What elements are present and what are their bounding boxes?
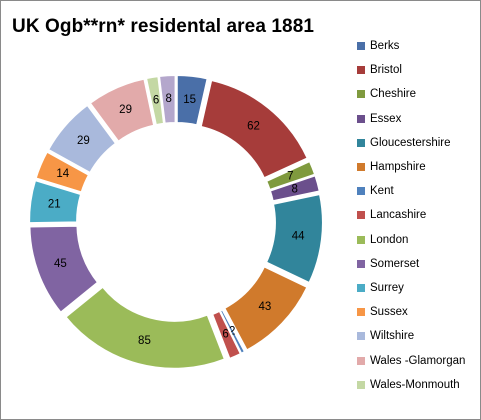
- legend-item-essex: Essex: [357, 107, 465, 131]
- legend-swatch: [357, 114, 365, 123]
- legend-swatch: [357, 259, 365, 268]
- slice-value-label: 15: [183, 94, 196, 106]
- legend-swatch: [357, 356, 365, 365]
- legend-item-cheshire: Cheshire: [357, 82, 465, 106]
- legend-swatch: [357, 90, 365, 99]
- slice-london: [64, 285, 227, 370]
- legend-item-sussex: Sussex: [357, 300, 465, 324]
- slice-bristol: [199, 78, 310, 180]
- legend-item-wiltshire: Wiltshire: [357, 324, 465, 348]
- slice-surrey: [28, 178, 83, 225]
- slice-value-label: 29: [77, 135, 90, 147]
- legend-swatch: [357, 187, 365, 196]
- slice-value-label: 43: [258, 301, 271, 313]
- slice-value-label: 8: [166, 93, 172, 105]
- legend-label: London: [370, 233, 409, 246]
- legend-item-wales-glamorgan: Wales -Glamorgan: [357, 348, 465, 372]
- legend-label: Wiltshire: [370, 330, 415, 343]
- slice-essex: [268, 174, 321, 203]
- legend-swatch: [357, 138, 365, 147]
- legend-item-kent: Kent: [357, 179, 465, 203]
- slice-value-label: 29: [119, 104, 132, 116]
- legend-swatch: [357, 211, 365, 220]
- legend-label: Somerset: [370, 257, 420, 270]
- slice-value-label: 45: [54, 258, 67, 270]
- slice-value-label: 85: [138, 335, 151, 347]
- legend-label: Essex: [370, 112, 402, 125]
- slice-value-label: 8: [291, 184, 297, 196]
- legend-label: Lancashire: [370, 209, 427, 222]
- legend-label: Wales -Glamorgan: [370, 354, 466, 367]
- legend-label: Kent: [370, 185, 394, 198]
- slice-value-label: 62: [247, 120, 260, 132]
- legend-swatch: [357, 308, 365, 317]
- legend-swatch: [357, 42, 365, 51]
- legend-swatch: [357, 380, 365, 389]
- slice-hampshire: [222, 265, 309, 352]
- slice-lancashire: [210, 309, 243, 361]
- legend-swatch: [357, 163, 365, 172]
- legend-item-surrey: Surrey: [357, 276, 465, 300]
- legend-label: Hampshire: [370, 161, 426, 174]
- legend-swatch: [357, 332, 365, 341]
- slice-value-label: 2: [229, 325, 235, 337]
- legend-label: Sussex: [370, 306, 408, 319]
- legend-label: Berks: [370, 40, 400, 53]
- slice-wales-glamorgan: [88, 77, 156, 144]
- legend-item-london: London: [357, 228, 465, 252]
- slice-somerset: [28, 224, 100, 315]
- legend-label: Bristol: [370, 64, 402, 77]
- legend-label: Gloucestershire: [370, 136, 451, 149]
- slice-value-label: 7: [287, 171, 293, 183]
- legend-swatch: [357, 235, 365, 244]
- legend-label: Wales-Monmouth: [370, 378, 460, 391]
- slice-wiltshire: [46, 103, 118, 175]
- chart-title: UK Ogb**rn* residental area 1881: [12, 16, 315, 37]
- legend: Berks Bristol Cheshire Essex Gloucestershire…: [357, 34, 465, 397]
- legend-item-somerset: Somerset: [357, 252, 465, 276]
- legend-label: Cheshire: [370, 88, 417, 101]
- legend-item-wales-monmouth: Wales-Monmouth: [357, 373, 465, 397]
- slice-value-label: 6: [222, 329, 228, 341]
- slice-value-label: 6: [153, 95, 159, 107]
- slice-value-label: 21: [48, 199, 61, 211]
- legend-swatch: [357, 283, 365, 292]
- slice-value-label: 44: [292, 231, 305, 243]
- legend-item-lancashire: Lancashire: [357, 203, 465, 227]
- slice-gloucestershire: [264, 192, 324, 285]
- slice-unlabeled-15: [157, 74, 177, 125]
- slice-value-label: 14: [56, 168, 69, 180]
- legend-item-hampshire: Hampshire: [357, 155, 465, 179]
- legend-item-berks: Berks: [357, 34, 465, 58]
- legend-item-bristol: Bristol: [357, 58, 465, 82]
- slice-sussex: [34, 150, 91, 194]
- slice-berks: [175, 74, 209, 127]
- legend-swatch: [357, 66, 365, 75]
- legend-label: Surrey: [370, 281, 404, 294]
- legend-item-gloucestershire: Gloucestershire: [357, 131, 465, 155]
